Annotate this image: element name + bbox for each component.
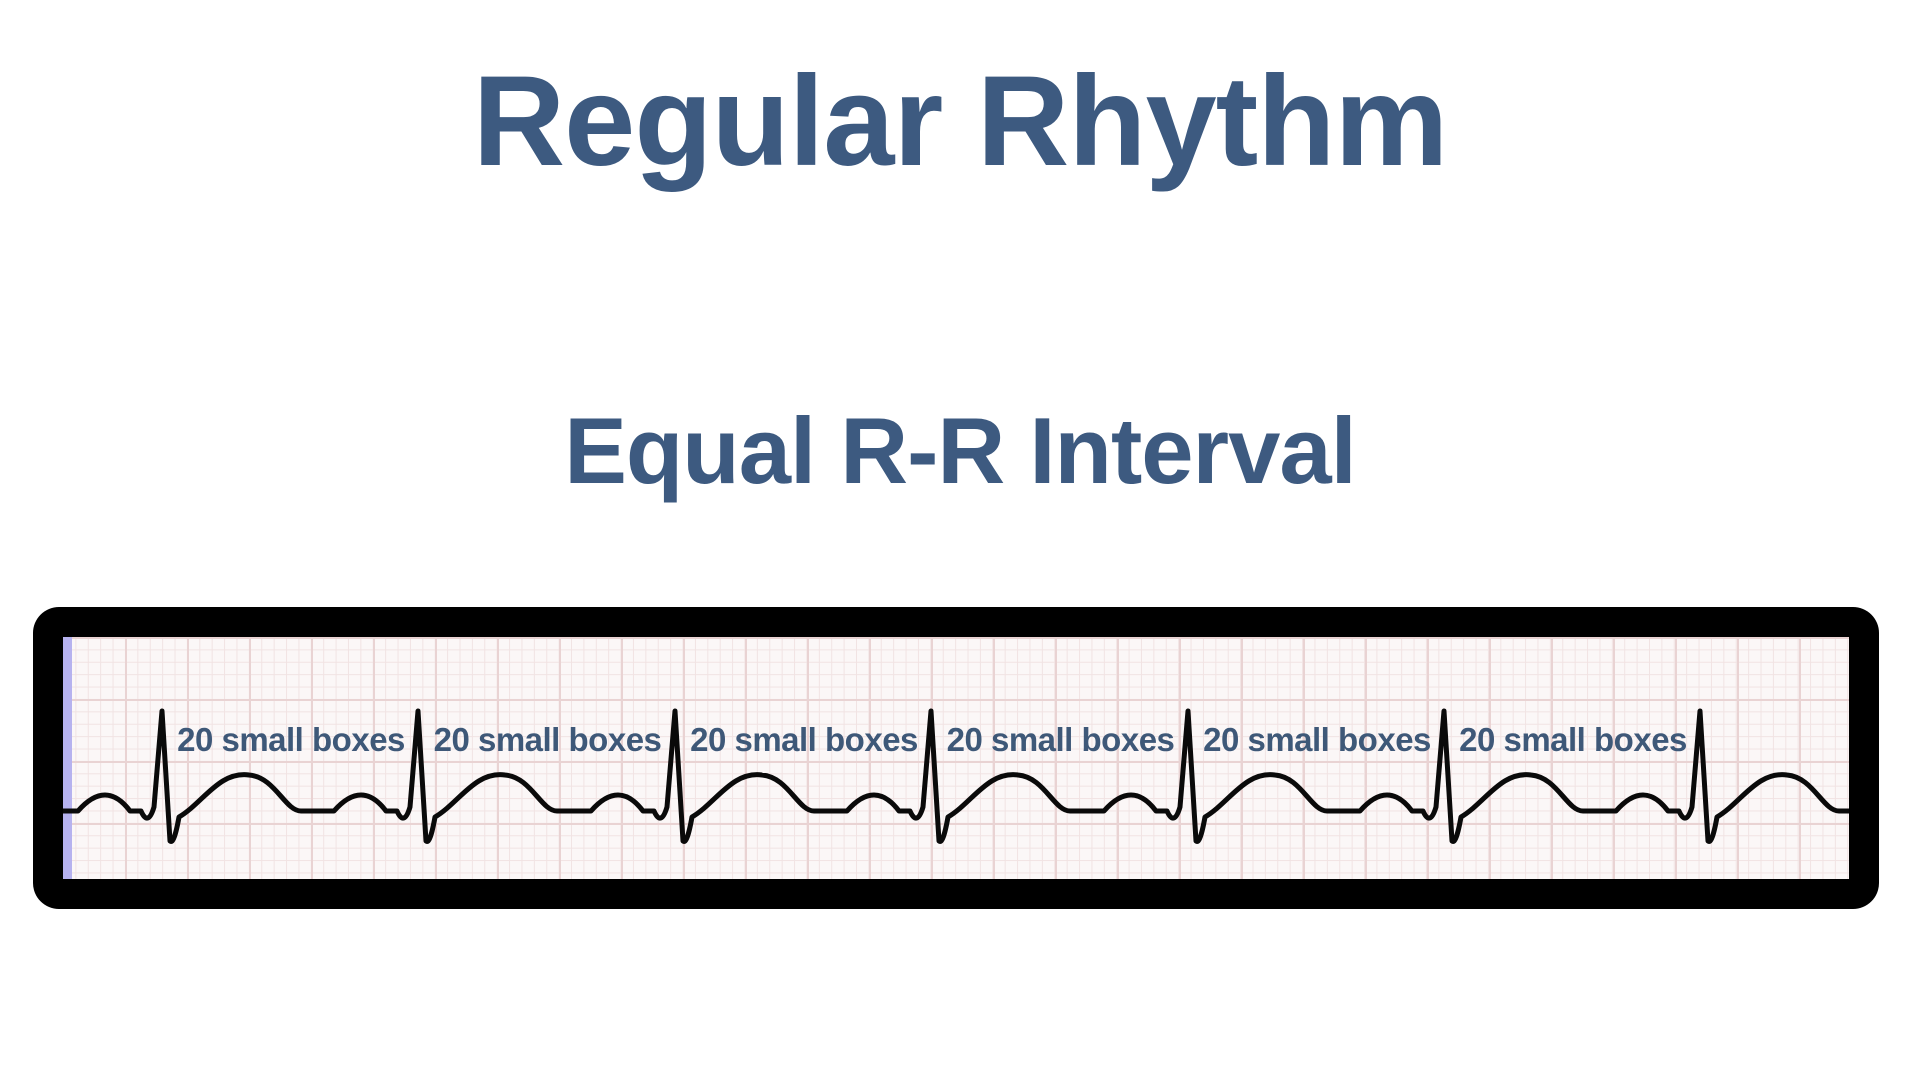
interval-label: 20 small boxes xyxy=(946,721,1175,758)
ecg-grid-paper: 20 small boxes 20 small boxes 20 small box… xyxy=(63,637,1849,879)
interval-label: 20 small boxes xyxy=(433,721,662,758)
interval-label: 20 small boxes xyxy=(690,721,918,758)
page-title: Regular Rhythm xyxy=(472,50,1449,193)
ecg-waveform xyxy=(63,708,1849,844)
subtitle: Equal R-R Interval xyxy=(564,398,1357,503)
interval-labels: 20 small boxes 20 small boxes 20 small box… xyxy=(63,637,1849,879)
interval-label: 20 small boxes xyxy=(1203,721,1431,758)
interval-label: 20 small boxes xyxy=(1459,721,1687,758)
calibration-stripe xyxy=(63,637,72,879)
ecg-strip-frame: 20 small boxes 20 small boxes 20 small box… xyxy=(33,607,1879,909)
interval-label: 20 small boxes xyxy=(177,721,405,758)
ecg-trace xyxy=(63,708,1849,844)
